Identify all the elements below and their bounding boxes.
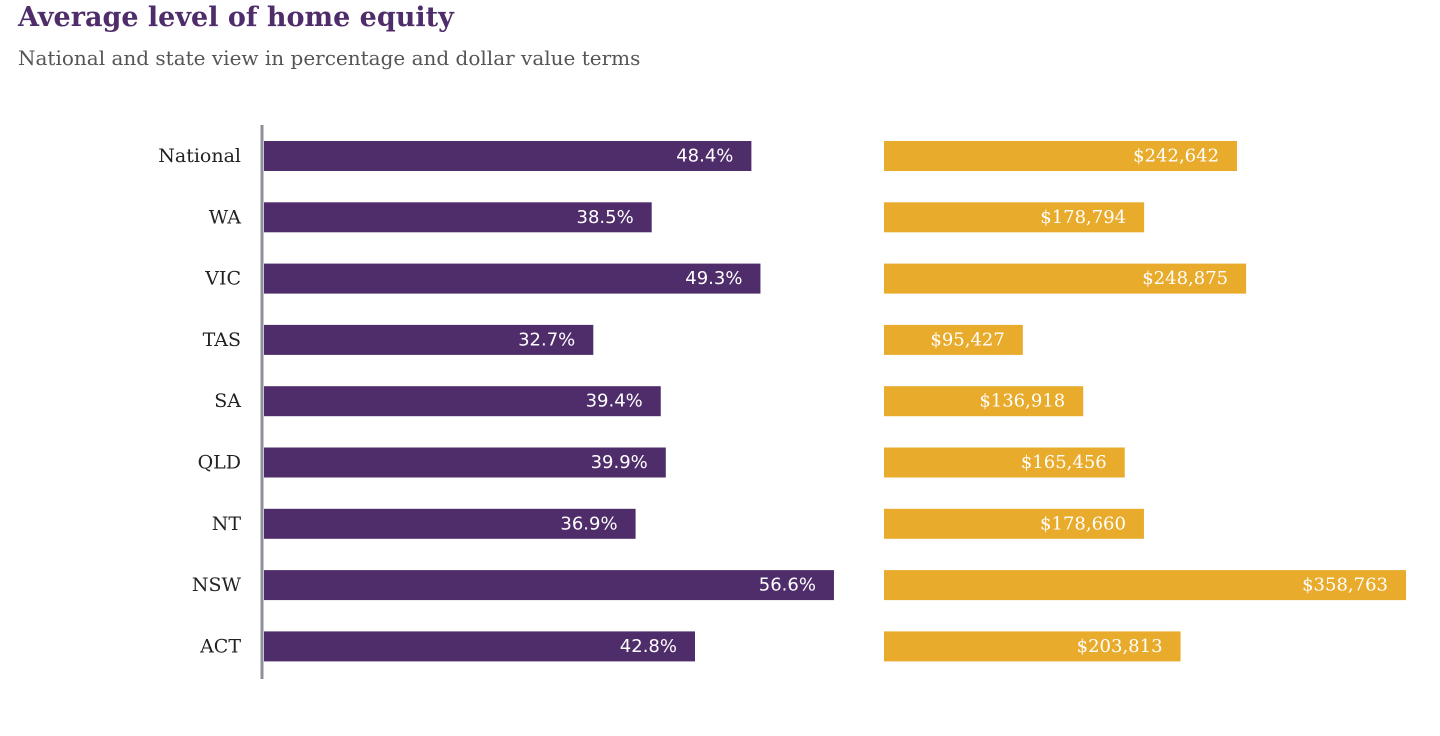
category-label-act: ACT bbox=[199, 635, 241, 657]
category-label-nsw: NSW bbox=[192, 574, 242, 596]
percent-label-nsw: 56.6% bbox=[759, 575, 816, 596]
dollar-label-wa: $178,794 bbox=[1040, 207, 1126, 228]
percent-bar-vic bbox=[264, 263, 761, 294]
percent-bar-act bbox=[264, 631, 695, 662]
percent-bar-tas bbox=[264, 324, 594, 355]
dollar-bar-sa bbox=[884, 386, 1084, 417]
dollar-label-tas: $95,427 bbox=[930, 329, 1004, 350]
dollar-bar-act bbox=[884, 631, 1181, 662]
dollar-label-sa: $136,918 bbox=[979, 391, 1065, 412]
percent-bar-sa bbox=[264, 386, 661, 417]
dollar-bar-tas bbox=[884, 324, 1023, 355]
dollar-label-national: $242,642 bbox=[1133, 146, 1219, 167]
category-label-vic: VIC bbox=[204, 268, 241, 290]
dollar-bar-nt bbox=[884, 508, 1144, 539]
category-label-sa: SA bbox=[214, 390, 241, 412]
dollar-bar-nsw bbox=[884, 570, 1407, 601]
percent-label-national: 48.4% bbox=[676, 146, 733, 167]
dollar-bar-wa bbox=[884, 202, 1145, 233]
category-label-tas: TAS bbox=[203, 329, 241, 351]
category-label-qld: QLD bbox=[198, 452, 241, 474]
dollar-bar-national bbox=[884, 141, 1238, 171]
dollar-label-act: $203,813 bbox=[1077, 636, 1163, 657]
dollar-label-nsw: $358,763 bbox=[1302, 575, 1388, 596]
dollar-label-nt: $178,660 bbox=[1040, 513, 1126, 534]
dollar-label-qld: $165,456 bbox=[1021, 452, 1107, 473]
percent-label-nt: 36.9% bbox=[560, 513, 617, 534]
percent-label-sa: 39.4% bbox=[586, 391, 643, 412]
percent-bar-national bbox=[264, 141, 752, 171]
percent-bar-wa bbox=[264, 202, 652, 233]
percent-label-act: 42.8% bbox=[620, 636, 677, 657]
percent-label-qld: 39.9% bbox=[591, 452, 648, 473]
dollar-bar-vic bbox=[884, 263, 1247, 294]
dollar-label-vic: $248,875 bbox=[1142, 268, 1228, 289]
category-label-nt: NT bbox=[212, 513, 242, 535]
percent-bar-nt bbox=[264, 508, 636, 539]
percent-bar-qld bbox=[264, 447, 666, 478]
percent-label-wa: 38.5% bbox=[577, 207, 634, 228]
percent-bar-nsw bbox=[264, 570, 834, 601]
percent-label-tas: 32.7% bbox=[518, 329, 575, 350]
category-label-national: National bbox=[158, 145, 241, 167]
percent-label-vic: 49.3% bbox=[685, 268, 742, 289]
chart-title: Average level of home equity bbox=[18, 2, 454, 33]
dollar-bar-qld bbox=[884, 447, 1125, 478]
category-label-wa: WA bbox=[209, 206, 242, 228]
chart-subtitle: National and state view in percentage an… bbox=[18, 46, 641, 70]
